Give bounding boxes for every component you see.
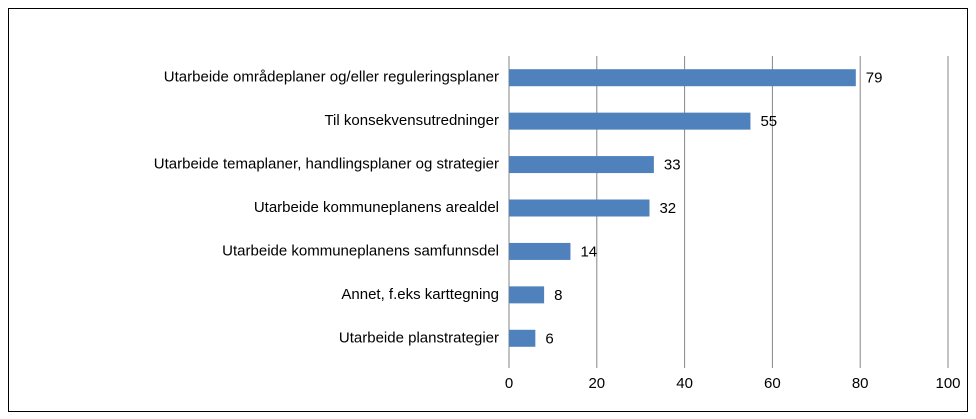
bar [509, 329, 536, 347]
data-label: 79 [866, 70, 883, 87]
x-tick-label: 20 [588, 375, 605, 392]
bar [509, 199, 650, 217]
bar [509, 242, 571, 260]
y-tick-label: Utarbeide planstrategier [339, 329, 499, 346]
bar [509, 112, 751, 130]
y-tick-label: Utarbeide områdeplaner og/eller reguleri… [164, 69, 499, 86]
data-label: 55 [760, 113, 777, 130]
x-tick-label: 40 [676, 375, 693, 392]
y-tick-label: Utarbeide kommuneplanens samfunnsdel [222, 242, 499, 259]
y-tick-label: Til konsekvensutredninger [324, 112, 499, 129]
x-tick-label: 60 [764, 375, 781, 392]
bar [509, 156, 654, 174]
data-label: 8 [554, 287, 562, 304]
data-label: 6 [545, 330, 553, 347]
data-label: 33 [664, 157, 681, 174]
y-tick-label: Utarbeide temaplaner, handlingsplaner og… [154, 156, 499, 173]
y-tick-label: Annet, f.eks karttegning [341, 286, 499, 303]
x-tick-label: 100 [935, 375, 960, 392]
y-tick-label: Utarbeide kommuneplanens arealdel [254, 199, 499, 216]
data-label: 32 [659, 200, 676, 217]
bar [509, 286, 545, 304]
bar [509, 69, 856, 87]
x-tick-label: 0 [505, 375, 513, 392]
data-label: 14 [580, 243, 597, 260]
x-tick-label: 80 [852, 375, 869, 392]
